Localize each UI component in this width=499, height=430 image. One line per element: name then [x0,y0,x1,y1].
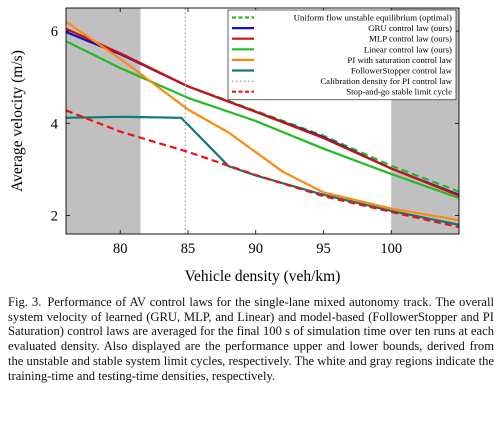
legend-label-7: Stop-and-go stable limit cycle [346,87,452,97]
figure-caption: Fig. 3. Performance of AV control laws fo… [8,295,494,383]
x-tick-label-2: 90 [248,241,263,257]
legend-label-6: Calibration density for PI control law [320,76,452,86]
y-tick-label-2: 6 [51,24,58,40]
legend-label-0: Uniform flow unstable equilibrium (optim… [294,13,452,23]
caption-text: Performance of AV control laws for the s… [8,295,495,383]
series-line-3 [66,40,459,200]
y-tick-label-1: 4 [51,116,59,132]
x-axis-label: Vehicle density (veh/km) [185,268,341,285]
plot-frame [65,7,460,235]
caption-label: Fig. 3. [8,295,42,309]
x-tick-label-0: 80 [113,241,128,257]
velocity-density-chart: 80 85 90 95 100 2 4 6 Vehicle density (veh/km) Av… [9,7,460,285]
y-axis-label: Average velocity (m/s) [9,50,26,192]
legend-label-1: GRU control law (ours) [368,23,452,33]
x-tick-label-1: 85 [181,241,196,257]
legend: Uniform flow unstable equilibrium (optim… [227,9,457,101]
legend-label-2: MLP control law (ours) [369,34,452,44]
series-line-2 [66,27,459,197]
series-line-5 [66,115,459,226]
series-line-7 [66,109,459,229]
legend-box [227,9,457,101]
series-line-4 [66,20,459,222]
legend-label-3: Linear control law (ours) [364,44,452,54]
legend-label-5: FollowerStopper control law [351,66,453,76]
x-tick-label-4: 100 [380,241,402,257]
y-tick-label-0: 2 [51,209,58,225]
x-tick-label-3: 95 [316,241,331,257]
series-group [66,8,459,234]
testing-density-region-0 [66,8,141,234]
legend-label-4: PI with saturation control law [347,55,452,65]
